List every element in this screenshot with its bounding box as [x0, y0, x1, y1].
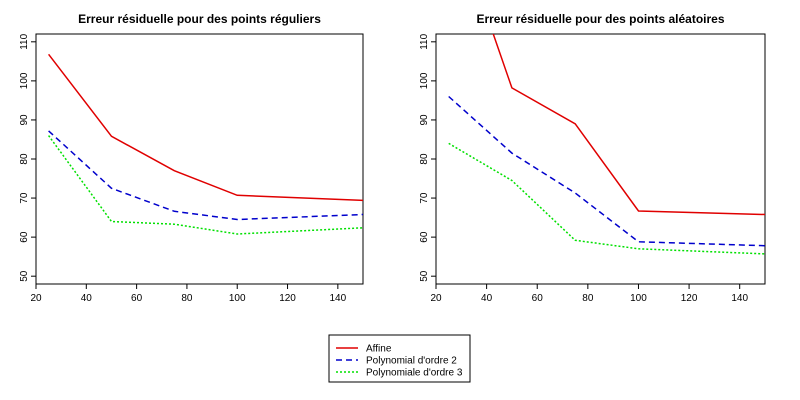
x-tick-label: 100 [229, 293, 246, 304]
x-tick-label: 80 [181, 293, 193, 304]
y-tick-label: 70 [19, 192, 30, 204]
chart-random-points: Erreur résiduelle pour des points aléato… [419, 12, 766, 304]
x-tick-label: 140 [330, 293, 347, 304]
series-line-2 [448, 95, 765, 247]
x-tick-label: 40 [81, 293, 93, 304]
x-tick-label: 40 [481, 293, 493, 304]
series-line-1 [492, 34, 765, 216]
x-tick-label: 60 [532, 293, 544, 304]
x-tick-label: 20 [30, 293, 42, 304]
x-tick-label: 20 [430, 293, 442, 304]
y-tick-label: 100 [19, 72, 30, 89]
y-tick-label: 50 [19, 270, 30, 282]
series-line-2 [48, 130, 363, 221]
x-tick-label: 60 [131, 293, 143, 304]
y-tick-label: 110 [419, 33, 430, 49]
y-tick-label: 60 [419, 231, 430, 243]
y-tick-label: 90 [19, 114, 30, 126]
y-tick-label: 50 [419, 270, 430, 282]
x-tick-label: 140 [731, 293, 748, 304]
chart-title: Erreur résiduelle pour des points aléato… [476, 12, 724, 26]
chart-regular-points: Erreur résiduelle pour des points réguli… [19, 12, 364, 304]
series-line-3 [47, 135, 363, 235]
x-tick-label: 100 [630, 293, 647, 304]
x-tick-label: 120 [279, 293, 296, 304]
y-tick-label: 90 [419, 114, 430, 126]
chart-title: Erreur résiduelle pour des points réguli… [78, 12, 321, 26]
plot-frame [35, 33, 364, 285]
x-tick-label: 80 [582, 293, 594, 304]
y-tick-label: 100 [419, 72, 430, 89]
legend-box [328, 334, 471, 383]
x-tick-label: 120 [681, 293, 698, 304]
legend-label: Polynomiale d'ordre 3 [366, 368, 463, 379]
legend-label: Affine [366, 344, 392, 355]
y-tick-label: 60 [19, 231, 30, 243]
y-tick-label: 80 [19, 153, 30, 165]
legend-label: Polynomial d'ordre 2 [366, 356, 457, 367]
series-line-3 [448, 142, 765, 255]
y-tick-label: 110 [19, 33, 30, 49]
y-tick-label: 80 [419, 153, 430, 165]
y-tick-label: 70 [419, 192, 430, 204]
series-line-1 [48, 53, 363, 202]
